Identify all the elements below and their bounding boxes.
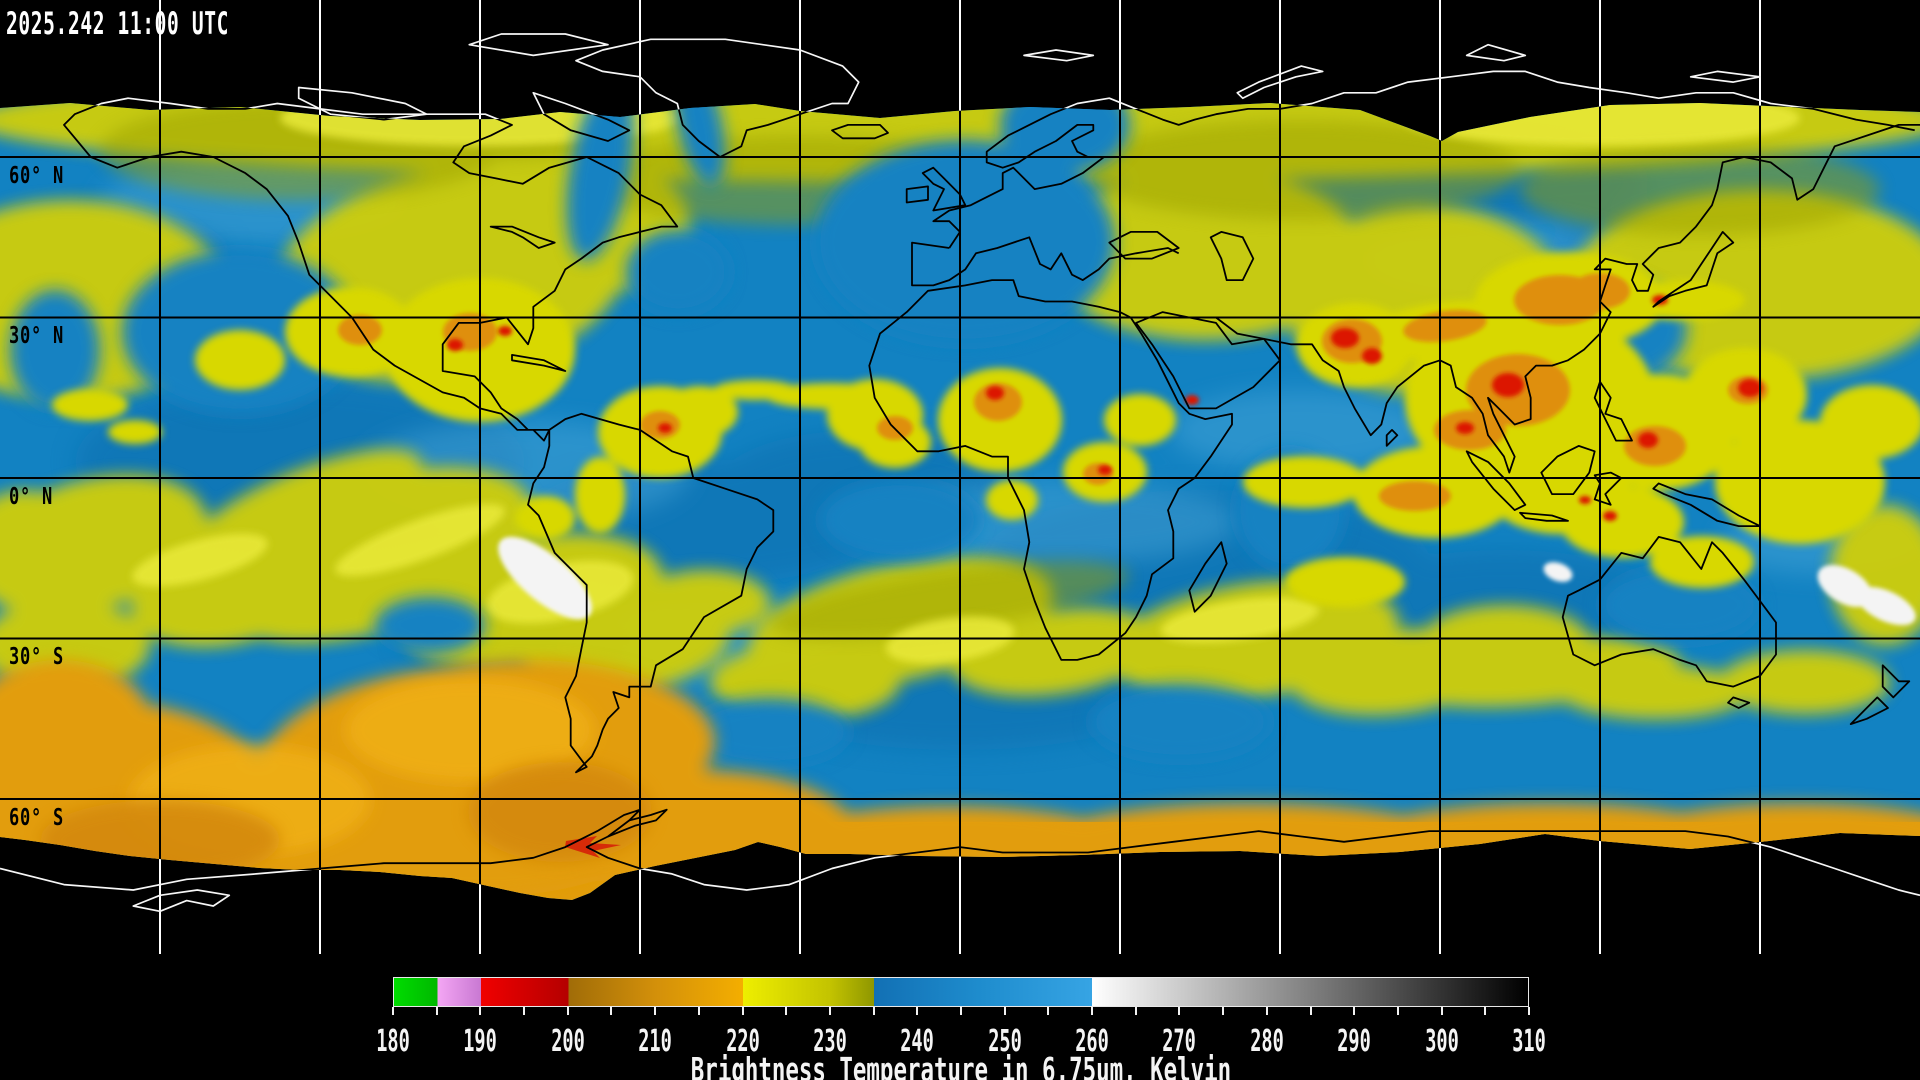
colorbar-tick-label: 300	[1424, 1024, 1459, 1059]
colorbar-tick	[1396, 1007, 1399, 1015]
colorbar-tick-label: 240	[900, 1024, 935, 1059]
colorbar-tick	[1265, 1007, 1268, 1015]
colorbar-ticks	[392, 1007, 1530, 1016]
latitude-label-30s: 30° S	[9, 644, 64, 670]
colorbar-tick	[872, 1007, 875, 1015]
colorbar-tick-label: 250	[987, 1024, 1022, 1059]
warm-dry-patches	[498, 536, 1916, 626]
colorbar-tick	[1047, 1007, 1050, 1015]
colorbar-tick-label: 310	[1512, 1024, 1546, 1059]
latitude-label-60s: 60° S	[9, 805, 64, 831]
colorbar-tick	[1353, 1007, 1356, 1015]
colorbar-tick-label: 210	[638, 1024, 672, 1059]
colorbar-tick-labels: 180 190 200 210 220 230 240 250 260 270 280 290 300 3…	[376, 1024, 1546, 1059]
colorbar-tick	[435, 1007, 438, 1015]
colorbar-tick-label: 280	[1250, 1024, 1284, 1059]
colorbar-tick	[916, 1007, 919, 1015]
colorbar-tick	[392, 1007, 394, 1015]
colorbar-tick	[1484, 1007, 1487, 1015]
colorbar-tick	[479, 1007, 482, 1015]
coastlines-on-data	[0, 103, 1920, 900]
colorbar-title: Brightness Temperature in 6.75um, Kelvin	[690, 1050, 1232, 1080]
colorbar-tick	[1309, 1007, 1312, 1015]
latitude-label-30n: 30° N	[9, 323, 64, 349]
colorbar-tick	[523, 1007, 526, 1015]
colorbar-tick	[1178, 1007, 1181, 1015]
colorbar-tick	[697, 1007, 700, 1015]
colorbar-tick-label: 260	[1075, 1024, 1109, 1059]
colorbar-tick	[654, 1007, 657, 1015]
colorbar-tick	[1091, 1007, 1094, 1015]
colorbar-tick-label: 200	[550, 1024, 585, 1059]
colorbar-tick-label: 220	[725, 1024, 760, 1059]
colorbar-tick	[1528, 1007, 1530, 1015]
colorbar-tick	[741, 1007, 744, 1015]
colorbar-tick-label: 190	[463, 1024, 498, 1059]
colorbar-tick	[610, 1007, 613, 1015]
convective-clusters	[52, 252, 1920, 607]
latitude-label-60n: 60° N	[9, 163, 64, 189]
colorbar-tick-label: 270	[1162, 1024, 1197, 1059]
data-region	[0, 103, 1920, 900]
colorbar-tick	[1440, 1007, 1443, 1015]
timestamp-label: 2025.242 11:00 UTC	[6, 6, 229, 42]
colorbar-tick-label: 230	[813, 1024, 847, 1059]
coldest-cloud-tops	[447, 295, 1762, 521]
colorbar-tick-label: 180	[376, 1024, 410, 1059]
antarctic-red-streak	[565, 836, 621, 858]
graticule-on-data	[0, 103, 1920, 900]
colorbar-tick	[1222, 1007, 1225, 1015]
colorbar-tick	[828, 1007, 831, 1015]
colorbar-tick	[1134, 1007, 1137, 1015]
colorbar-tick	[960, 1007, 962, 1015]
latitude-label-0n: 0° N	[9, 484, 53, 510]
colorbar-tick	[566, 1007, 569, 1015]
colorbar-gradient	[393, 977, 1529, 1007]
colorbar-tick	[785, 1007, 788, 1015]
colorbar-tick	[1003, 1007, 1006, 1015]
colorbar-tick-label: 290	[1337, 1024, 1372, 1059]
